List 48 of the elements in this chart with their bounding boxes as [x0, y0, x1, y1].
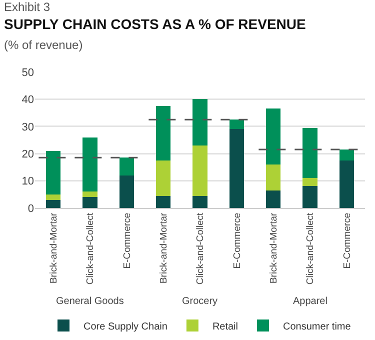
- bar: [119, 175, 134, 208]
- text: Apparel: [293, 296, 328, 307]
- bar: [192, 196, 208, 208]
- bar: [229, 120, 244, 130]
- bar: [339, 150, 354, 160]
- y-tick-label: 0: [28, 202, 34, 215]
- x-tick-label: Brick-and-Mortar: [158, 212, 170, 284]
- y-tick-label: 30: [22, 121, 34, 134]
- bar: [46, 150, 61, 194]
- bar: [46, 194, 61, 200]
- bar: [156, 106, 171, 160]
- bar: [192, 99, 208, 146]
- y-tick-label: 20: [22, 148, 34, 160]
- bar: [266, 164, 281, 190]
- legend-label: Retail: [212, 321, 238, 332]
- bar: [82, 192, 98, 198]
- bar: [46, 200, 61, 208]
- bar: [82, 137, 98, 192]
- x-tick-label: Click-and-Collect: [195, 212, 206, 285]
- x-tick-label: E-Commerce: [122, 212, 133, 269]
- y-tick-label: 40: [22, 94, 34, 106]
- bar: [266, 190, 281, 208]
- x-tick-label: Brick-and-Mortar: [268, 212, 280, 284]
- text: Exhibit 3: [4, 0, 50, 14]
- chart-title: SUPPLY CHAIN COSTS AS A % OF REVENUE: [4, 16, 306, 32]
- text: General Goods: [56, 296, 124, 307]
- y-tick-label: 50: [22, 66, 34, 79]
- text: Grocery: [182, 296, 218, 307]
- x-tick-label: Click-and-Collect: [85, 212, 96, 285]
- x-tick-label: Click-and-Collect: [305, 212, 316, 285]
- legend-label: Core Supply Chain: [84, 321, 168, 332]
- legend-label: Consumer time: [283, 321, 352, 332]
- bar: [192, 145, 208, 196]
- bar: [229, 129, 244, 208]
- bar: [119, 158, 134, 176]
- x-tick-label: Brick-and-Mortar: [48, 212, 60, 284]
- chart-subtitle: (% of revenue): [4, 38, 83, 52]
- bar: [266, 108, 281, 164]
- bar: [156, 160, 171, 196]
- bar: [302, 128, 318, 178]
- bar: [302, 178, 318, 186]
- bar: [156, 196, 171, 208]
- x-tick-label: E-Commerce: [342, 212, 353, 269]
- y-tick-label: 10: [22, 176, 34, 188]
- x-tick-label: E-Commerce: [232, 212, 243, 269]
- bar: [82, 197, 98, 208]
- bar: [339, 160, 354, 208]
- bar: [302, 186, 318, 208]
